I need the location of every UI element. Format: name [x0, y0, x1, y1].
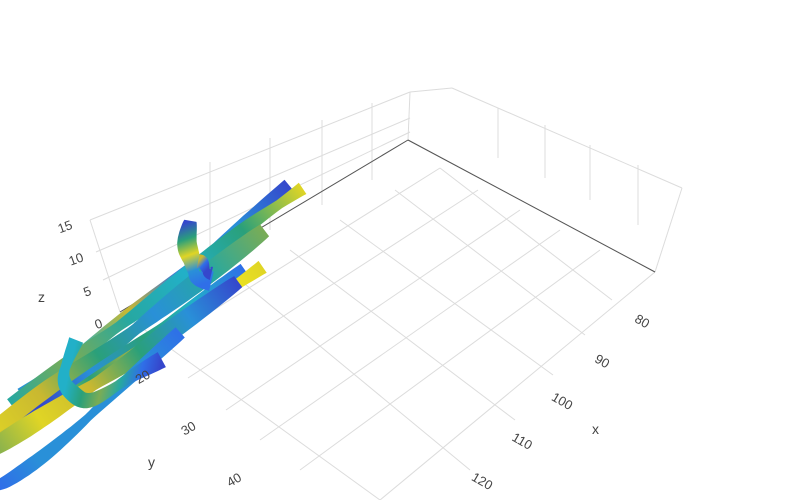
z-tick-label: 15	[56, 217, 75, 236]
x-tick-label: 100	[549, 389, 575, 413]
grid-line	[239, 279, 471, 471]
x-tick-label: 90	[592, 351, 612, 371]
x-axis-line	[407, 139, 656, 273]
grid-line	[451, 87, 683, 189]
y-tick-label: 20	[133, 367, 153, 387]
x-tick-label: 110	[510, 429, 535, 452]
grid-line	[407, 91, 411, 141]
tube-layer	[0, 179, 307, 491]
grid-line	[187, 189, 479, 379]
streamtube-8	[57, 337, 166, 409]
y-axis-title: y	[148, 454, 155, 470]
x-tick-label: 120	[469, 469, 495, 493]
streamtube-2	[7, 182, 307, 413]
grid-line	[225, 209, 521, 411]
z-axis: 0 5 10 15	[56, 217, 105, 332]
grid-line	[95, 117, 411, 253]
grid-line	[289, 249, 516, 421]
z-axis-title: z	[38, 289, 45, 305]
streamtube-6	[0, 276, 243, 454]
x-tick-label: 80	[632, 311, 652, 331]
y-tick-label: 40	[224, 470, 244, 490]
streamtube-surface	[196, 254, 213, 281]
z-tick-label: 0	[92, 315, 104, 332]
grid-line	[89, 91, 411, 221]
grid-line	[299, 249, 601, 471]
x-axis-title: x	[592, 421, 599, 437]
grid-line	[259, 229, 561, 441]
grid-line	[89, 219, 121, 313]
grid-line	[339, 219, 554, 376]
streamtube-surface	[7, 182, 307, 413]
grid-line	[379, 271, 656, 500]
z-tick-label: 5	[81, 283, 93, 300]
grid-line	[409, 87, 453, 93]
streamtube-surface	[0, 276, 243, 454]
grid-line	[654, 187, 683, 273]
x-axis: 80 90 100 110 120	[469, 311, 652, 493]
streamtube-surface	[57, 337, 166, 409]
y-axis: 20304050	[133, 367, 244, 490]
grid-line	[394, 189, 586, 336]
grid-line	[439, 167, 613, 301]
streamtube-10	[196, 254, 213, 281]
z-tick-label: 10	[67, 250, 86, 269]
y-tick-label: 30	[178, 418, 198, 438]
